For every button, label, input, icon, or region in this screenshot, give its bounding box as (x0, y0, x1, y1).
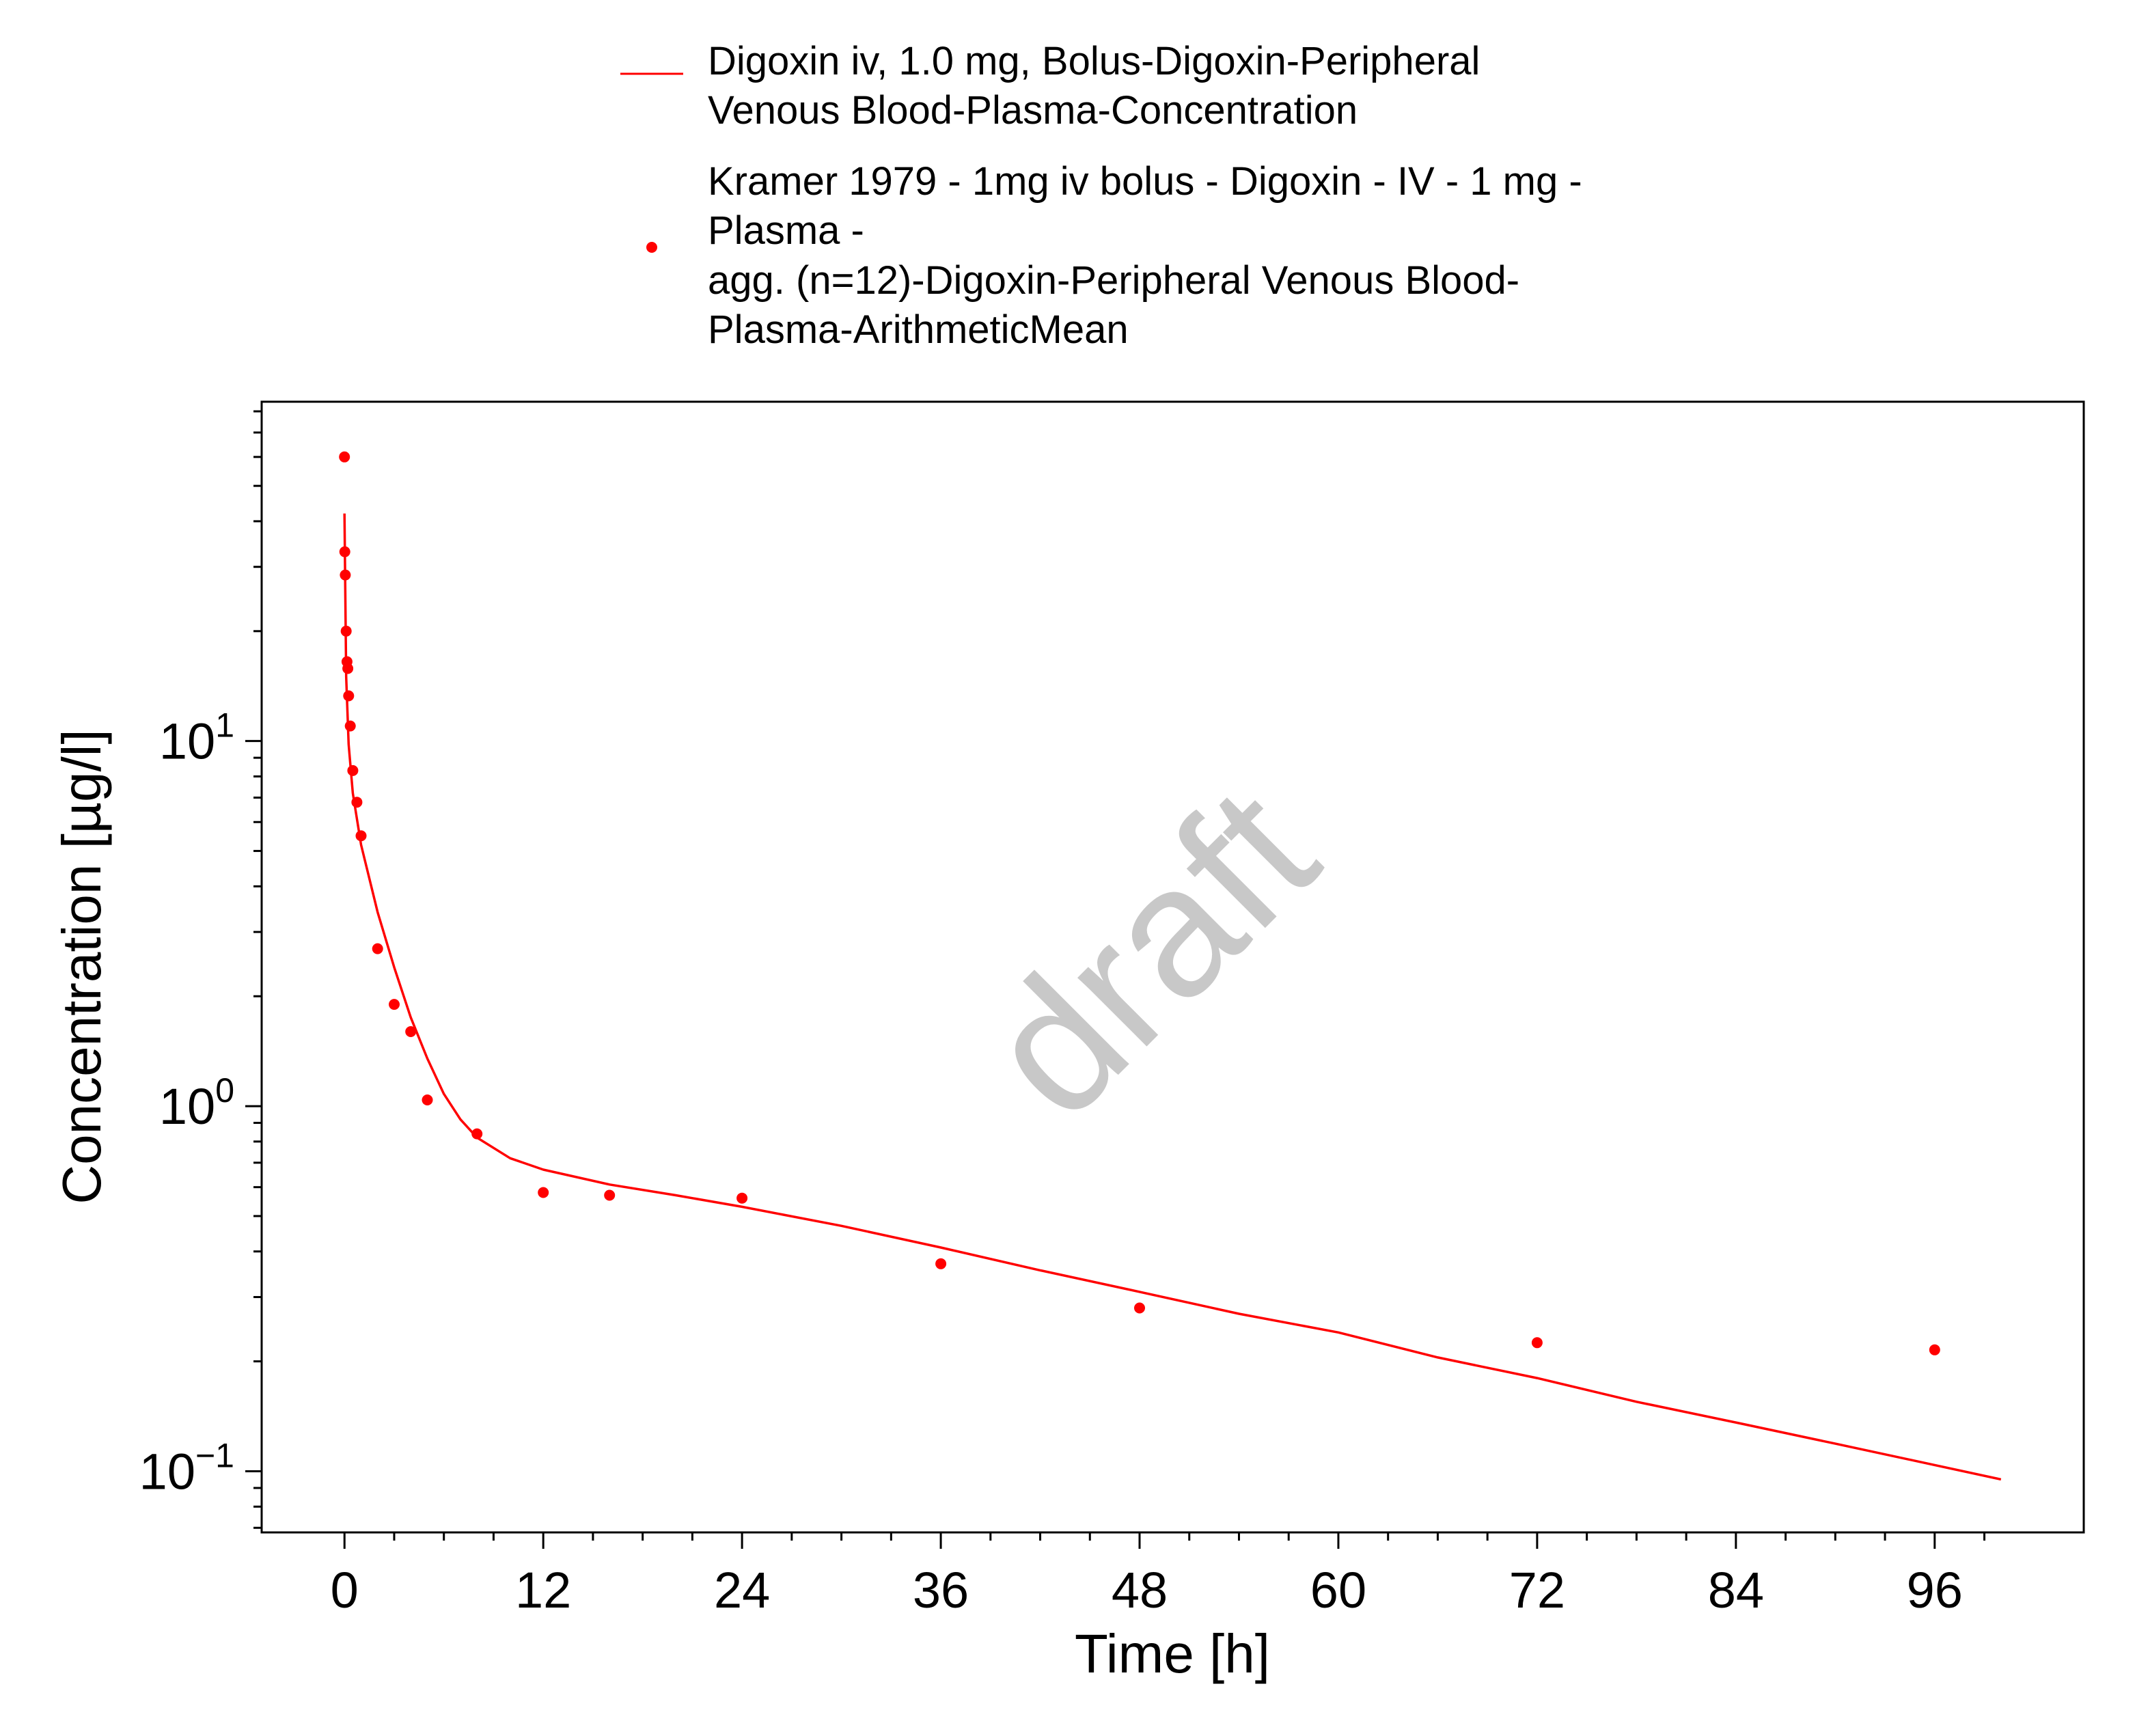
observed-data-point (343, 690, 355, 702)
legend-label-observed-line2: Plasma - (708, 208, 864, 253)
observed-data-point (471, 1128, 483, 1140)
observed-data-point (538, 1187, 549, 1198)
x-axis-tick-labels: 0 12 24 36 48 60 72 84 96 (331, 1562, 1963, 1618)
legend-label-simulation-line2: Venous Blood-Plasma-Concentration (708, 88, 1358, 133)
observed-data-point (340, 569, 351, 581)
observed-data-point (351, 797, 363, 808)
observed-data-point (344, 720, 356, 732)
observed-data-point (1134, 1302, 1145, 1314)
observed-data-point (340, 625, 352, 637)
observed-data-point (342, 663, 354, 674)
observed-data-point (339, 546, 350, 557)
x-tick-label: 72 (1509, 1562, 1565, 1618)
series-layer (339, 451, 2002, 1481)
y-tick-label: 10−1 (139, 1436, 234, 1500)
plot-area-frame (260, 400, 2085, 1534)
x-tick-label: 84 (1708, 1562, 1764, 1618)
x-tick-label: 48 (1112, 1562, 1168, 1618)
observed-data-point (736, 1192, 748, 1204)
observed-data-point (355, 830, 367, 842)
y-axis-tick-labels: 101 100 10−1 (139, 706, 234, 1500)
observed-data-point (372, 943, 383, 954)
observed-data-point (1531, 1337, 1543, 1349)
draft-watermark: draft (948, 749, 1355, 1157)
legend-label-observed-line1: Kramer 1979 - 1mg iv bolus - Digoxin - I… (708, 159, 1582, 204)
legend-label-simulation-line1: Digoxin iv, 1.0 mg, Bolus-Digoxin-Periph… (708, 39, 1480, 83)
observed-data-point (405, 1026, 417, 1037)
y-tick-label: 100 (159, 1071, 234, 1135)
legend-marker-swatch (646, 242, 657, 253)
x-tick-label: 24 (714, 1562, 770, 1618)
y-tick-label: 101 (159, 706, 234, 770)
x-tick-label: 96 (1907, 1562, 1963, 1618)
observed-data-point (935, 1258, 947, 1269)
legend-label-observed-line3: agg. (n=12)-Digoxin-Peripheral Venous Bl… (708, 258, 1519, 303)
x-tick-label: 12 (515, 1562, 571, 1618)
y-axis-title: Concentration [µg/l] (51, 729, 112, 1204)
y-axis-ticks (245, 410, 262, 1529)
x-axis-title: Time [h] (1075, 1623, 1270, 1684)
x-axis-ticks (343, 1532, 1986, 1549)
observed-data-point (347, 764, 359, 776)
observed-data-point (1929, 1344, 1940, 1355)
x-tick-label: 60 (1310, 1562, 1366, 1618)
simulated-concentration-line (343, 513, 2002, 1481)
x-tick-label: 0 (331, 1562, 359, 1618)
observed-data-point (422, 1094, 433, 1105)
observed-data-point (389, 999, 400, 1010)
x-tick-label: 36 (913, 1562, 969, 1618)
observed-data-point (604, 1189, 616, 1201)
legend: Digoxin iv, 1.0 mg, Bolus-Digoxin-Periph… (620, 39, 1582, 352)
observed-data-point (339, 451, 350, 463)
legend-label-observed-line4: Plasma-ArithmeticMean (708, 307, 1129, 352)
